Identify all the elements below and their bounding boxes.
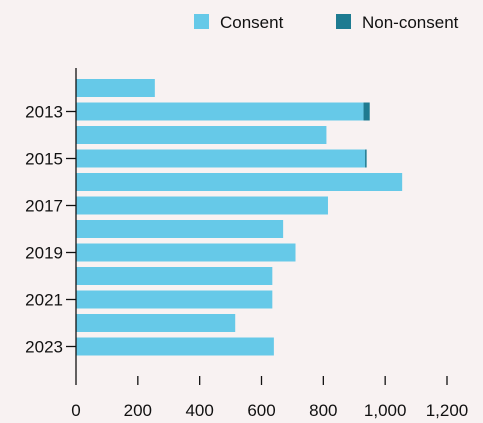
bar-2012-consent <box>76 79 155 97</box>
x-tick-label-1000: 1,000 <box>364 401 407 420</box>
bar-2016-consent <box>76 173 403 191</box>
legend-label-consent: Consent <box>220 13 284 32</box>
bar-2014-consent <box>76 126 327 144</box>
legend-swatch-non-consent <box>336 14 351 29</box>
x-tick-label-1200: 1,200 <box>426 401 469 420</box>
bar-2020-consent <box>76 267 273 285</box>
y-tick-label-2017: 2017 <box>25 197 63 216</box>
y-tick-label-2023: 2023 <box>25 338 63 357</box>
x-tick-label-200: 200 <box>124 401 152 420</box>
bar-2013-non-consent <box>363 102 370 121</box>
bars <box>76 79 403 356</box>
x-tick-label-400: 400 <box>185 401 213 420</box>
legend-swatch-consent <box>194 14 209 29</box>
bar-2015-non-consent <box>365 149 367 168</box>
y-tick-label-2021: 2021 <box>25 291 63 310</box>
axes: 2013 2015 2017 2019 2021 2023 0 200 400 600 800 1,0… <box>25 68 468 420</box>
bar-2017-consent <box>76 196 328 215</box>
x-tick-label-600: 600 <box>247 401 275 420</box>
y-tick-label-2013: 2013 <box>25 103 63 122</box>
legend: Consent Non-consent <box>194 13 459 32</box>
bar-2013-consent <box>76 102 364 121</box>
bar-2021-consent <box>76 290 273 309</box>
bar-2015-consent <box>76 149 366 168</box>
bar-2023-consent <box>76 337 274 356</box>
bar-2018-consent <box>76 220 284 238</box>
y-tick-label-2015: 2015 <box>25 150 63 169</box>
x-tick-label-800: 800 <box>309 401 337 420</box>
bar-2022-consent <box>76 314 236 332</box>
x-tick-label-0: 0 <box>71 401 80 420</box>
y-tick-label-2019: 2019 <box>25 244 63 263</box>
legend-label-non-consent: Non-consent <box>362 13 459 32</box>
bar-2019-consent <box>76 243 296 262</box>
